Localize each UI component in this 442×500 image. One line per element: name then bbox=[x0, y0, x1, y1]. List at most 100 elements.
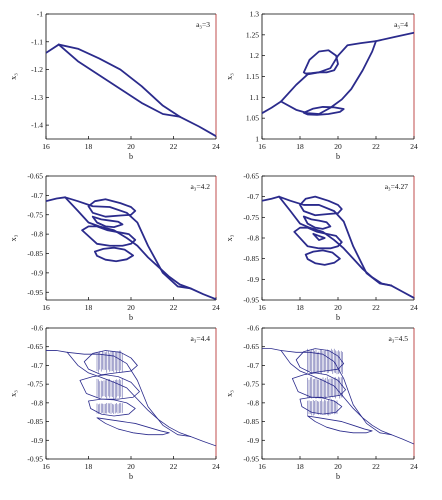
x-tick-label: 24 bbox=[212, 142, 220, 151]
bifurcation-branch bbox=[292, 372, 346, 398]
y-tick-label: -1.2 bbox=[31, 65, 43, 74]
y-tick-label: -0.8 bbox=[31, 398, 43, 407]
y-tick-label: -0.8 bbox=[247, 398, 259, 407]
x-axis-label: b bbox=[129, 152, 133, 161]
bifurcation-branch bbox=[81, 225, 137, 247]
bifurcation-branch bbox=[302, 106, 345, 116]
bifurcation-branch bbox=[79, 374, 140, 400]
bifurcation-branch bbox=[57, 43, 181, 118]
x-tick-label: 20 bbox=[127, 303, 135, 312]
parameter-annotation: a₃=4 bbox=[394, 20, 408, 29]
y-tick-label: -0.85 bbox=[243, 254, 259, 263]
bifurcation-branch bbox=[307, 415, 373, 434]
y-tick-label: -0.95 bbox=[27, 288, 43, 297]
y-tick-label: -1.1 bbox=[31, 37, 43, 46]
x-tick-label: 18 bbox=[296, 142, 304, 151]
bifurcation-branch bbox=[262, 195, 280, 202]
x-tick-label: 24 bbox=[212, 303, 220, 312]
y-tick-label: -0.75 bbox=[243, 380, 259, 389]
x-tick-label: 24 bbox=[410, 142, 418, 151]
x-tick-label: 18 bbox=[296, 462, 304, 471]
bifurcation-branch bbox=[64, 196, 192, 290]
x-tick-label: 20 bbox=[127, 142, 135, 151]
y-tick-label: 1.15 bbox=[246, 72, 259, 81]
y-tick-label: -0.8 bbox=[31, 230, 43, 239]
bifurcation-branch bbox=[46, 196, 67, 203]
bifurcation-branch bbox=[302, 215, 332, 230]
parameter-annotation: a₃=4.4 bbox=[190, 334, 210, 343]
x-tick-label: 18 bbox=[85, 462, 93, 471]
y-tick-label: -0.75 bbox=[27, 380, 43, 389]
bifurcation-branch bbox=[280, 40, 377, 115]
bifurcation-branch bbox=[278, 195, 393, 287]
x-tick-label: 16 bbox=[258, 462, 266, 471]
y-tick-label: -0.9 bbox=[31, 268, 43, 277]
y-axis-label: x₃ bbox=[225, 390, 234, 397]
x-axis-label: b bbox=[336, 152, 340, 161]
y-tick-label: -0.85 bbox=[27, 417, 43, 426]
y-tick-label: -0.85 bbox=[27, 249, 43, 258]
x-tick-label: 22 bbox=[372, 462, 380, 471]
chaotic-band bbox=[96, 378, 123, 399]
bifurcation-branch bbox=[299, 195, 343, 217]
bifurcation-branch bbox=[91, 215, 124, 229]
bifurcation-branch bbox=[280, 31, 414, 103]
y-tick-label: 1.1 bbox=[250, 93, 260, 102]
x-axis-label: b bbox=[336, 472, 340, 481]
x-tick-label: 16 bbox=[42, 142, 50, 151]
x-tick-label: 24 bbox=[410, 303, 418, 312]
y-tick-label: 1.2 bbox=[250, 51, 260, 60]
y-tick-label: -0.95 bbox=[243, 455, 259, 464]
y-tick-label: -0.6 bbox=[31, 324, 43, 333]
bifurcation-branch bbox=[88, 398, 136, 417]
y-axis-label: x₃ bbox=[9, 73, 18, 80]
x-tick-label: 16 bbox=[258, 142, 266, 151]
data-layer bbox=[46, 43, 216, 138]
bifurcation-branch bbox=[83, 350, 138, 376]
bifurcation-branch bbox=[304, 249, 341, 266]
y-tick-label: -0.7 bbox=[31, 191, 43, 200]
bifurcation-branch bbox=[190, 436, 216, 447]
x-tick-label: 16 bbox=[42, 462, 50, 471]
x-tick-label: 18 bbox=[85, 303, 93, 312]
y-tick-label: -0.75 bbox=[243, 213, 259, 222]
bifurcation-branch bbox=[64, 196, 192, 290]
x-axis-label: b bbox=[129, 313, 133, 322]
y-tick-label: -0.65 bbox=[243, 342, 259, 351]
data-layer bbox=[46, 350, 216, 447]
chaotic-band bbox=[96, 402, 123, 415]
y-tick-label: 1.05 bbox=[246, 114, 259, 123]
bifurcation-branch bbox=[66, 351, 191, 437]
x-tick-label: 18 bbox=[85, 142, 93, 151]
bifurcation-branch bbox=[293, 226, 343, 250]
y-tick-label: -0.95 bbox=[243, 296, 259, 305]
bifurcation-branch bbox=[302, 49, 339, 75]
y-axis-label: x₃ bbox=[225, 234, 234, 241]
y-tick-label: 1.25 bbox=[246, 30, 259, 39]
x-tick-label: 20 bbox=[127, 462, 135, 471]
y-tick-label: 1 bbox=[255, 135, 259, 144]
bifurcation-branch bbox=[299, 396, 343, 415]
y-tick-label: -0.65 bbox=[27, 172, 43, 181]
chaotic-band bbox=[307, 399, 338, 416]
x-tick-label: 18 bbox=[296, 303, 304, 312]
bifurcation-branch bbox=[57, 43, 181, 118]
chart-panel-3: 16 18 20 22 24 -0.65 -0.7 -0.75 -0.8 -0.85 -0.9 -0.… bbox=[9, 172, 220, 323]
x-tick-label: 22 bbox=[170, 142, 178, 151]
y-tick-label: -0.65 bbox=[243, 172, 259, 181]
y-tick-label: -0.65 bbox=[27, 342, 43, 351]
x-axis-label: b bbox=[336, 313, 340, 322]
y-tick-label: -0.6 bbox=[247, 324, 259, 333]
bifurcation-branch bbox=[46, 350, 68, 353]
y-tick-label: -0.8 bbox=[247, 234, 259, 243]
bifurcation-branch bbox=[390, 284, 414, 299]
x-tick-label: 20 bbox=[334, 142, 342, 151]
bifurcation-branch bbox=[189, 287, 216, 300]
bifurcation-branch bbox=[46, 43, 60, 54]
bifurcation-branch bbox=[262, 100, 282, 115]
x-tick-label: 22 bbox=[372, 303, 380, 312]
x-tick-label: 22 bbox=[372, 142, 380, 151]
bifurcation-branch bbox=[93, 246, 135, 263]
chart-panel-6: 16 18 20 22 24 -0.6 -0.65 -0.7 -0.75 -0.8 -0.85 -0.… bbox=[225, 324, 418, 482]
